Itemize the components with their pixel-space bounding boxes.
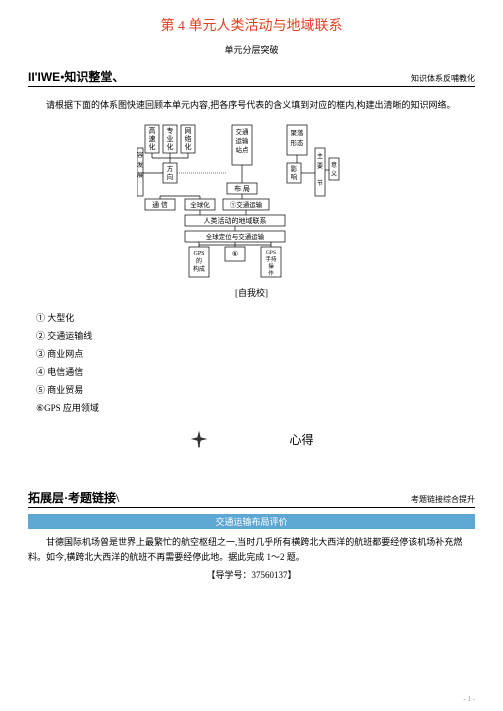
svg-text:络: 络 (184, 134, 191, 143)
list-item: ⑥GPS 应用领域 (28, 399, 475, 417)
svg-text:形态: 形态 (290, 138, 304, 147)
svg-text:①交通运输: ①交通运输 (229, 200, 262, 209)
passage-text: 甘德国际机场曾是世界上最繁忙的航空枢纽之一,当时几乎所有横跨北大西洋的航班都要经… (28, 535, 475, 564)
expand-title: 拓展层·考题链接\ (28, 489, 119, 506)
svg-text:节: 节 (316, 179, 322, 187)
svg-text:容: 容 (137, 151, 143, 159)
svg-text:方: 方 (166, 164, 173, 173)
svg-text:义: 义 (330, 171, 336, 178)
unit-title: 第 4 单元人类活动与地域联系 (28, 15, 475, 35)
svg-text:布 局: 布 局 (234, 184, 250, 193)
svg-text:要: 要 (316, 163, 322, 170)
diagram: 高 速 化 专 业 化 网 络 化 交通 运输 站点 聚落 形态 (28, 123, 475, 278)
svg-text:构成: 构成 (192, 265, 204, 273)
svg-text:作: 作 (268, 269, 274, 277)
svg-text:聚落: 聚落 (290, 128, 304, 137)
svg-text:人类活动的地域联系: 人类活动的地域联系 (203, 216, 266, 225)
svg-text:响: 响 (290, 172, 297, 181)
guide-number: 【导学号：37560137】 (28, 568, 475, 581)
svg-text:全球化: 全球化 (190, 200, 210, 209)
svg-text:站点: 站点 (235, 145, 249, 154)
svg-text:发: 发 (137, 161, 143, 169)
svg-text:专: 专 (166, 126, 173, 135)
svg-text:GPS: GPS (193, 251, 204, 257)
svg-text:交通: 交通 (235, 127, 249, 136)
page-number: - 1 - (463, 695, 475, 703)
xinde-label: 心得 (289, 431, 313, 448)
svg-text:化: 化 (184, 142, 191, 151)
svg-text:⑥: ⑥ (231, 250, 237, 258)
ornament-icon (189, 429, 209, 449)
answer-list: ① 大型化 ② 交通运输线 ③ 商业网点 ④ 电信通信 ⑤ 商业贸易 ⑥GPS … (28, 309, 475, 417)
svg-text:业: 业 (166, 134, 173, 143)
svg-text:影: 影 (290, 164, 297, 173)
svg-text:的: 的 (195, 257, 201, 265)
list-item: ④ 电信通信 (28, 363, 475, 381)
svg-text:操: 操 (268, 262, 274, 270)
section-label: II'IWE (28, 70, 60, 84)
list-item: ① 大型化 (28, 309, 475, 327)
intro-text: 请根据下面的体系图快速回顾本单元内容,把各序号代表的含义填到对应的框内,构建出清… (28, 97, 475, 113)
svg-text:网: 网 (184, 127, 191, 135)
svg-text:化: 化 (166, 142, 173, 151)
svg-text:意: 意 (330, 161, 336, 169)
topic-banner: 交通运输布局评价 (28, 514, 475, 529)
icon-row: 心得 (28, 429, 475, 449)
svg-text:展: 展 (137, 172, 143, 179)
svg-text:通 信: 通 信 (152, 200, 168, 209)
svg-text:主: 主 (316, 152, 322, 160)
expand-header: 拓展层·考题链接\ 考题链接综合提升 (28, 489, 475, 508)
svg-text:高: 高 (148, 126, 155, 135)
svg-text:GPS: GPS (265, 250, 275, 256)
svg-text:化: 化 (148, 142, 155, 151)
svg-text:运输: 运输 (235, 136, 249, 145)
svg-text:手持: 手持 (265, 255, 277, 263)
expand-subtitle: 考题链接综合提升 (411, 494, 475, 505)
svg-text:全球定位与交通运输: 全球定位与交通运输 (205, 232, 264, 241)
svg-text:向: 向 (166, 172, 173, 181)
section-subtitle: 知识体系反哺教化 (411, 73, 475, 84)
unit-subtitle: 单元分层突破 (28, 43, 475, 56)
diagram-caption: [自我校] (28, 286, 475, 299)
svg-text:速: 速 (148, 135, 155, 143)
list-item: ② 交通运输线 (28, 327, 475, 345)
section-header: II'IWE •知识整堂、 知识体系反哺教化 (28, 68, 475, 87)
section-title: •知识整堂、 (60, 68, 124, 85)
list-item: ⑤ 商业贸易 (28, 381, 475, 399)
list-item: ③ 商业网点 (28, 345, 475, 363)
